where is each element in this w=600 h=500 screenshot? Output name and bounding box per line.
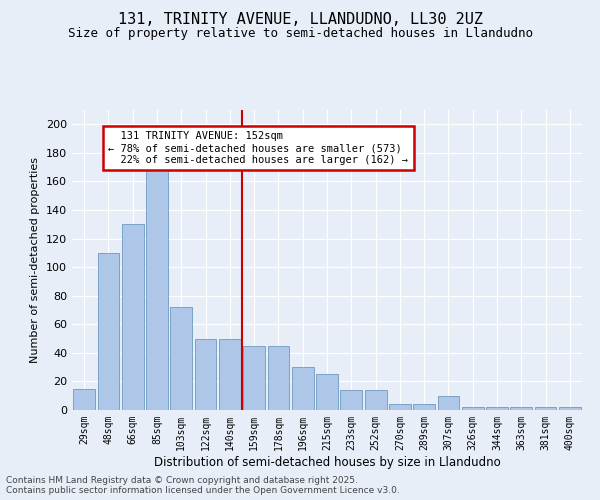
Bar	[486, 407, 508, 410]
Bar	[73, 388, 95, 410]
Bar	[365, 390, 386, 410]
Bar	[316, 374, 338, 410]
Bar	[389, 404, 411, 410]
Bar	[97, 253, 119, 410]
Bar	[292, 367, 314, 410]
Bar	[194, 338, 217, 410]
Y-axis label: Number of semi-detached properties: Number of semi-detached properties	[31, 157, 40, 363]
Text: 131, TRINITY AVENUE, LLANDUDNO, LL30 2UZ: 131, TRINITY AVENUE, LLANDUDNO, LL30 2UZ	[118, 12, 482, 28]
Bar	[219, 338, 241, 410]
Bar	[462, 407, 484, 410]
Bar	[146, 167, 168, 410]
Bar	[170, 307, 192, 410]
Bar	[511, 407, 532, 410]
Bar	[437, 396, 460, 410]
Text: Contains HM Land Registry data © Crown copyright and database right 2025.
Contai: Contains HM Land Registry data © Crown c…	[6, 476, 400, 495]
X-axis label: Distribution of semi-detached houses by size in Llandudno: Distribution of semi-detached houses by …	[154, 456, 500, 468]
Bar	[559, 407, 581, 410]
Bar	[122, 224, 143, 410]
Bar	[243, 346, 265, 410]
Bar	[535, 407, 556, 410]
Bar	[413, 404, 435, 410]
Bar	[340, 390, 362, 410]
Text: Size of property relative to semi-detached houses in Llandudno: Size of property relative to semi-detach…	[67, 28, 533, 40]
Bar	[268, 346, 289, 410]
Text: 131 TRINITY AVENUE: 152sqm
← 78% of semi-detached houses are smaller (573)
  22%: 131 TRINITY AVENUE: 152sqm ← 78% of semi…	[109, 132, 409, 164]
